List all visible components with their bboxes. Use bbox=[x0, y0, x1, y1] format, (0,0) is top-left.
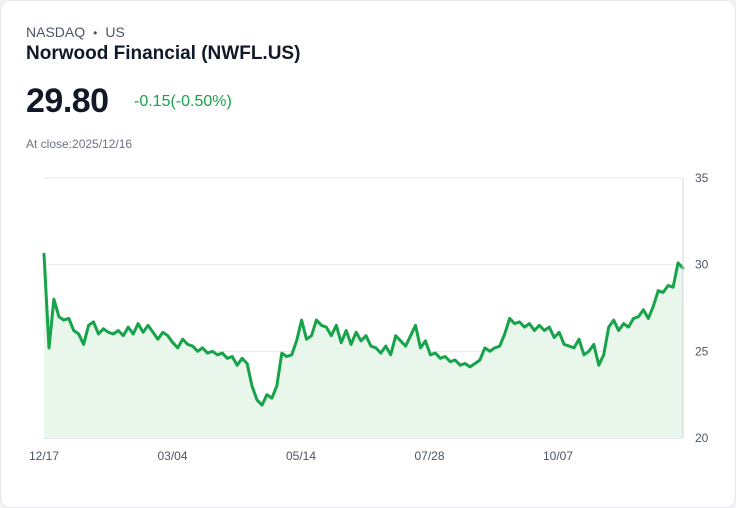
y-tick-label: 25 bbox=[695, 344, 709, 358]
y-axis-ticks: 20 25 30 35 bbox=[695, 171, 709, 445]
y-tick-label: 30 bbox=[695, 258, 709, 272]
x-tick-label: 05/14 bbox=[286, 449, 316, 463]
last-price: 29.80 bbox=[26, 82, 109, 120]
price-line bbox=[42, 252, 685, 407]
exchange-line: NASDAQ • US bbox=[26, 24, 125, 40]
region-name: US bbox=[105, 24, 125, 40]
separator-dot: • bbox=[93, 26, 98, 40]
price-change: -0.15(-0.50%) bbox=[134, 93, 232, 110]
y-tick-label: 20 bbox=[695, 431, 709, 445]
stock-name: Norwood Financial (NWFL.US) bbox=[26, 43, 301, 64]
exchange-name: NASDAQ bbox=[26, 24, 86, 40]
price-chart: 20 25 30 35 12/17 03/04 05/14 07/28 10/07 bbox=[29, 171, 709, 463]
x-tick-label: 10/07 bbox=[543, 449, 573, 463]
x-tick-label: 07/28 bbox=[414, 449, 444, 463]
y-tick-label: 35 bbox=[695, 171, 709, 185]
x-tick-label: 03/04 bbox=[157, 449, 187, 463]
price-area-fill bbox=[44, 254, 683, 438]
x-tick-label: 12/17 bbox=[29, 449, 59, 463]
x-axis-ticks: 12/17 03/04 05/14 07/28 10/07 bbox=[29, 449, 573, 463]
close-timestamp: At close:2025/12/16 bbox=[26, 137, 133, 151]
